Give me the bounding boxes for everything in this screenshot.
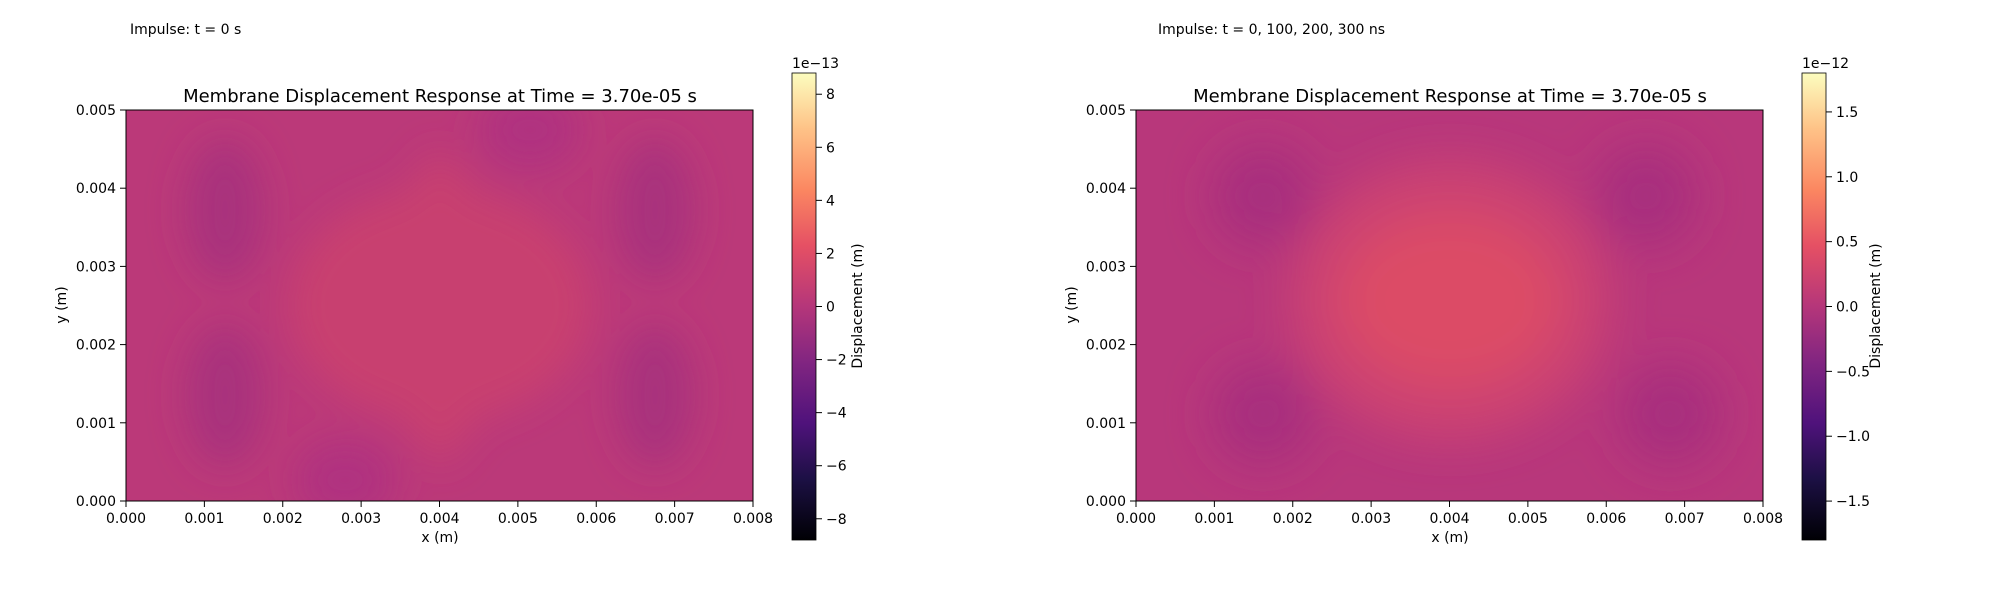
heatmap-lobe-bl [187,325,263,465]
x-tick-label: 0.002 [1273,511,1313,527]
heatmap-lobe-tl [1213,146,1313,246]
colorbar-multiplier: 1e−12 [1802,56,1849,72]
x-axis-label: x (m) [421,530,458,546]
heatmap-field [126,110,753,501]
colorbar-tick-label: 4 [826,193,835,209]
chart-panel-right: Impulse: t = 0, 100, 200, 300 ns Membran… [1064,22,1884,546]
colorbar-tick-label: 6 [826,140,835,156]
colorbar-ticks: −1.5 −1.0 −0.5 0.0 0.5 1.0 1.5 [1826,105,1870,510]
y-tick-label: 0.003 [1086,259,1126,275]
x-ticks: 0.000 0.001 0.002 0.003 0.004 0.005 0.006 0.007… [1116,501,1783,527]
y-ticks: 0.000 0.001 0.002 0.003 0.004 0.005 [76,103,126,510]
x-tick-label: 0.003 [1351,511,1391,527]
heatmap-lobe-bottom [295,440,395,501]
colorbar-tick-label: −6 [826,459,847,475]
colorbar-ticks: −8 −6 −4 −2 0 2 4 6 8 [816,87,847,528]
colorbar-tick-label: −4 [826,406,847,422]
colorbar-tick-label: −2 [826,353,847,369]
colorbar-tick-label: 2 [826,246,835,262]
colorbar-gradient [1801,72,1827,541]
x-tick-label: 0.001 [184,511,224,527]
panel-label-above: Impulse: t = 0, 100, 200, 300 ns [1158,22,1385,38]
heatmap-field [1136,110,1763,501]
panel-label-above: Impulse: t = 0 s [130,22,241,38]
chart-title: Membrane Displacement Response at Time =… [1193,86,1707,107]
colorbar-multiplier: 1e−13 [792,56,839,72]
x-axis-label: x (m) [1431,530,1468,546]
colorbar-tick-label: 8 [826,87,835,103]
colorbar-tick-label: −1.0 [1836,429,1870,445]
y-tick-label: 0.002 [76,338,116,354]
x-tick-label: 0.007 [1665,511,1705,527]
colorbar-label: Displacement (m) [850,243,866,368]
colorbar-tick-label: −8 [826,512,847,528]
heatmap-lobe-br [1620,364,1720,464]
x-tick-label: 0.004 [1429,511,1469,527]
colorbar-tick-label: 0 [826,300,835,316]
x-tick-label: 0.007 [655,511,695,527]
colorbar: −1.5 −1.0 −0.5 0.0 0.5 1.0 1.5 1e−12 Displacem… [1801,56,1884,541]
colorbar-gradient [791,72,817,541]
y-tick-label: 0.003 [76,259,116,275]
y-tick-label: 0.001 [1086,416,1126,432]
y-tick-label: 0.004 [76,181,116,197]
x-tick-label: 0.004 [419,511,459,527]
heatmap-lobe-top [480,110,580,170]
y-tick-label: 0.001 [76,416,116,432]
colorbar-tick-label: 0.0 [1836,300,1858,316]
y-tick-label: 0.000 [76,494,116,510]
colorbar-tick-label: −0.5 [1836,364,1870,380]
y-axis-label: y (m) [1064,286,1080,323]
x-tick-label: 0.008 [1743,511,1783,527]
x-tick-label: 0.000 [1116,511,1156,527]
colorbar-tick-label: 1.5 [1836,105,1858,121]
y-tick-label: 0.000 [1086,494,1126,510]
x-tick-label: 0.000 [106,511,146,527]
heatmap-lobe-bl [1213,364,1313,464]
x-tick-label: 0.008 [733,511,773,527]
heatmap-diamond [305,150,575,465]
y-ticks: 0.000 0.001 0.002 0.003 0.004 0.005 [1086,103,1136,510]
heatmap-lobe-tr [617,140,693,280]
x-tick-label: 0.005 [498,511,538,527]
x-tick-label: 0.005 [1508,511,1548,527]
heatmap-central-peak [1340,215,1560,385]
colorbar: −8 −6 −4 −2 0 2 4 6 8 1e−13 Displacement (m) [791,56,866,541]
x-tick-label: 0.002 [263,511,303,527]
colorbar-tick-label: 1.0 [1836,170,1858,186]
heatmap-lobe-br [617,325,693,465]
x-tick-label: 0.003 [341,511,381,527]
colorbar-tick-label: 0.5 [1836,235,1858,251]
colorbar-tick-label: −1.5 [1836,494,1870,510]
heatmap-lobe-tl [187,140,263,280]
y-tick-label: 0.002 [1086,338,1126,354]
x-ticks: 0.000 0.001 0.002 0.003 0.004 0.005 0.006 0.007… [106,501,773,527]
y-tick-label: 0.005 [1086,103,1126,119]
colorbar-label: Displacement (m) [1868,243,1884,368]
y-axis-label: y (m) [54,286,70,323]
x-tick-label: 0.006 [576,511,616,527]
y-tick-label: 0.004 [1086,181,1126,197]
chart-title: Membrane Displacement Response at Time =… [183,86,697,107]
x-tick-label: 0.001 [1194,511,1234,527]
heatmap-lobe-tr [1596,146,1696,246]
chart-panel-left: Impulse: t = 0 s Membrane Displacement R… [54,22,866,546]
y-tick-label: 0.005 [76,103,116,119]
x-tick-label: 0.006 [1586,511,1626,527]
